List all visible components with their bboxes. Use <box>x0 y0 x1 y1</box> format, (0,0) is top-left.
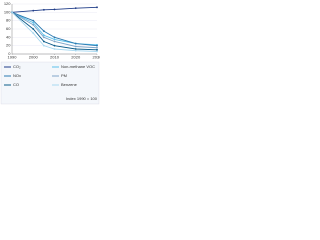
point <box>53 40 56 43</box>
point <box>96 46 98 49</box>
point <box>74 48 77 50</box>
series-line <box>11 11 98 47</box>
legend-label: PM <box>61 73 67 78</box>
point <box>53 8 56 11</box>
point <box>32 19 35 22</box>
point <box>32 28 35 30</box>
series-line <box>11 11 98 51</box>
annotation: Index 1990 = 100 <box>66 96 98 101</box>
point <box>32 9 35 12</box>
point <box>42 36 45 39</box>
point <box>42 8 45 11</box>
x-tick-label: 2020 <box>71 55 81 60</box>
legend-label: CO₂ <box>13 64 21 69</box>
point <box>32 32 35 35</box>
point <box>42 30 45 32</box>
point <box>96 6 98 9</box>
point <box>74 45 77 48</box>
y-tick-label: 120 <box>4 1 11 6</box>
y-tick-label: 0 <box>8 51 11 56</box>
y-tick-label: 20 <box>6 43 11 48</box>
point <box>74 7 77 10</box>
x-tick-label: 2010 <box>50 55 60 60</box>
point <box>53 48 56 50</box>
legend-label: Benzene <box>61 82 78 87</box>
series-line <box>11 11 98 49</box>
point <box>96 44 98 47</box>
chart: Index 1990 = 100 0 20 40 60 80 100 120 1990 2000… <box>0 1 100 105</box>
point <box>53 38 56 41</box>
point <box>74 49 77 52</box>
point <box>42 40 45 43</box>
x-tick-label: 2000 <box>29 55 39 60</box>
point <box>74 42 77 45</box>
point <box>42 44 45 47</box>
y-tick-label: 80 <box>6 18 11 23</box>
point <box>96 48 98 51</box>
x-tick-label: 2030 <box>93 55 100 60</box>
point <box>42 34 45 37</box>
y-tick-label: 60 <box>6 26 11 31</box>
legend-label: CO <box>13 82 19 87</box>
x-tick-label: 1990 <box>8 55 18 60</box>
point <box>32 21 35 24</box>
point <box>32 23 35 26</box>
point <box>11 11 13 14</box>
point <box>96 50 98 53</box>
legend-label: NOx <box>13 73 21 78</box>
y-tick-label: 40 <box>6 34 11 39</box>
legend-label: Non-methane VOC <box>61 64 95 69</box>
point <box>53 36 56 39</box>
y-tick-label: 100 <box>4 9 11 14</box>
legend-box <box>0 61 100 105</box>
point <box>53 44 56 47</box>
series-line <box>11 12 98 52</box>
series-line <box>11 6 98 13</box>
page: {"chart_data": {"type": "line", "x": [19… <box>0 0 100 106</box>
